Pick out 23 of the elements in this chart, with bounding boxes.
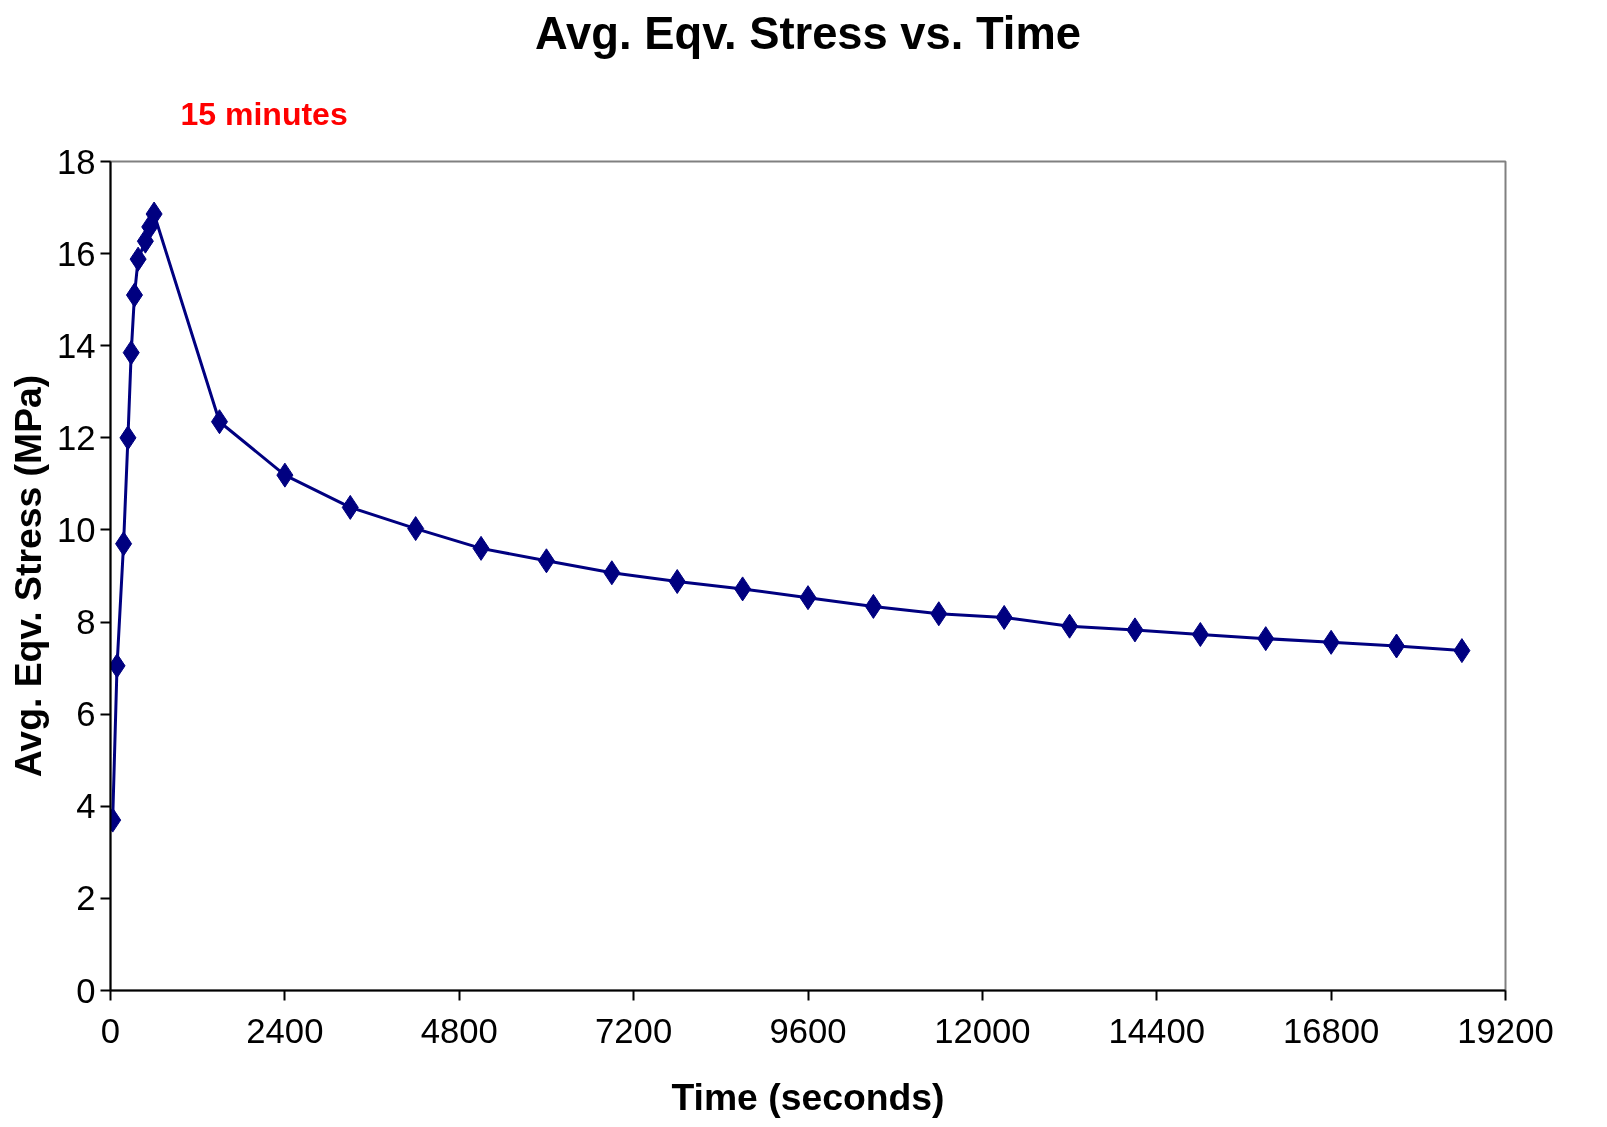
y-tick-label: 8	[76, 603, 96, 642]
x-tick-label: 0	[100, 1011, 121, 1050]
x-tick-label: 16800	[1282, 1011, 1380, 1050]
y-axis-title: Avg. Eqv. Stress (MPa)	[6, 374, 49, 778]
x-tick-label: 7200	[595, 1011, 673, 1050]
x-tick-label: 2400	[246, 1011, 324, 1050]
text: 15 minutes	[180, 95, 348, 132]
y-tick-label: 16	[56, 234, 96, 273]
x-tick-label: 9600	[769, 1011, 847, 1050]
y-tick-label: 0	[76, 971, 96, 1010]
y-tick-label: 14	[56, 326, 96, 365]
y-tick-label: 12	[56, 418, 96, 457]
x-axis-title: Time (seconds)	[671, 1075, 945, 1118]
x-tick-label: 12000	[934, 1011, 1031, 1050]
y-tick-label: 6	[76, 695, 96, 734]
chart-title: Avg. Eqv. Stress vs. Time	[535, 7, 1081, 59]
y-tick-label: 18	[56, 142, 96, 181]
x-tick-label: 14400	[1108, 1011, 1205, 1050]
y-tick-label: 10	[56, 510, 96, 549]
y-tick-label: 2	[76, 879, 96, 918]
x-tick-label: 19200	[1457, 1011, 1554, 1050]
y-tick-label: 4	[76, 787, 96, 826]
x-tick-label: 4800	[420, 1011, 498, 1050]
